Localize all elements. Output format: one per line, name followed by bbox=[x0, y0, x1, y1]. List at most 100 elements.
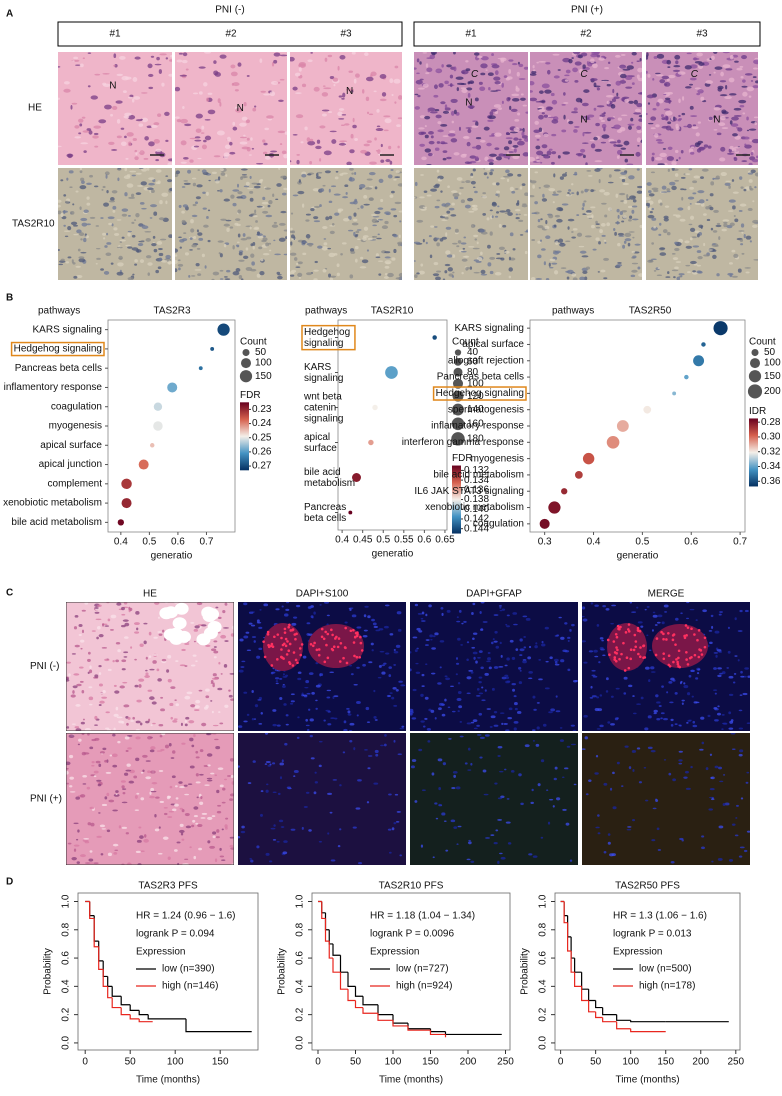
texture-dot bbox=[631, 250, 636, 254]
texture-dot bbox=[690, 146, 695, 149]
texture-dot bbox=[353, 683, 358, 686]
texture-dot bbox=[476, 695, 481, 697]
texture-dot bbox=[494, 271, 502, 276]
texture-dot bbox=[301, 826, 304, 830]
texture-dot bbox=[296, 661, 299, 665]
survival-step bbox=[616, 1014, 631, 1021]
texture-dot bbox=[744, 667, 750, 670]
texture-dot bbox=[122, 681, 128, 684]
survival-step bbox=[362, 996, 378, 1006]
texture-dot bbox=[740, 186, 744, 189]
texture-dot bbox=[441, 612, 444, 616]
texture-dot bbox=[88, 130, 93, 135]
texture-dot bbox=[559, 739, 565, 742]
texture-dot bbox=[693, 701, 698, 704]
texture-dot bbox=[543, 114, 549, 118]
texture-dot bbox=[230, 774, 234, 779]
texture-dot bbox=[196, 229, 199, 233]
texture-dot bbox=[238, 259, 245, 262]
texture-dot bbox=[81, 609, 86, 612]
texture-dot bbox=[538, 658, 542, 661]
texture-dot bbox=[749, 240, 752, 243]
texture-dot bbox=[422, 238, 425, 243]
texture-dot bbox=[461, 88, 468, 94]
texture-dot bbox=[544, 225, 550, 230]
texture-dot bbox=[250, 137, 253, 141]
texture-dot bbox=[448, 738, 452, 740]
dot bbox=[372, 404, 378, 411]
texture-dot bbox=[279, 697, 283, 701]
texture-dot bbox=[278, 237, 286, 242]
texture-dot bbox=[646, 605, 650, 608]
texture-dot bbox=[471, 204, 476, 208]
texture-dot bbox=[115, 100, 123, 104]
texture-dot bbox=[713, 129, 718, 131]
x-tick-label: 0.5 bbox=[142, 537, 156, 548]
texture-dot bbox=[509, 639, 514, 643]
texture-dot bbox=[632, 236, 635, 239]
texture-dot bbox=[574, 680, 578, 682]
texture-dot bbox=[586, 170, 592, 172]
texture-dot bbox=[620, 171, 627, 176]
texture-dot bbox=[684, 173, 691, 176]
texture-dot bbox=[666, 156, 674, 161]
texture-dot bbox=[135, 172, 142, 175]
texture-dot bbox=[592, 675, 598, 678]
chart-title: TAS2R3 PFS bbox=[138, 881, 198, 892]
texture-dot bbox=[493, 640, 498, 643]
texture-dot bbox=[349, 739, 353, 743]
texture-dot bbox=[313, 641, 316, 645]
texture-dot bbox=[718, 825, 724, 829]
category-label: coagulation bbox=[473, 518, 524, 529]
texture-dot bbox=[301, 173, 307, 178]
texture-dot bbox=[82, 718, 85, 721]
texture-dot bbox=[444, 80, 449, 85]
texture-dot bbox=[241, 174, 247, 176]
texture-dot bbox=[555, 695, 558, 698]
texture-dot bbox=[674, 247, 680, 252]
texture-dot bbox=[229, 798, 234, 802]
texture-dot bbox=[627, 666, 631, 670]
dot bbox=[368, 439, 374, 446]
texture-dot bbox=[113, 793, 120, 797]
texture-dot bbox=[229, 673, 234, 675]
texture-dot bbox=[173, 849, 178, 852]
texture-dot bbox=[352, 117, 355, 123]
nerve-label: N bbox=[713, 114, 720, 125]
texture-dot bbox=[79, 170, 83, 174]
micrograph bbox=[530, 52, 642, 165]
texture-dot bbox=[129, 94, 134, 98]
texture-dot bbox=[97, 783, 102, 787]
survival-step bbox=[93, 915, 99, 942]
texture-dot bbox=[426, 163, 432, 165]
texture-dot bbox=[174, 803, 179, 807]
texture-dot bbox=[591, 674, 596, 677]
texture-dot bbox=[672, 257, 679, 261]
texture-dot bbox=[118, 257, 123, 260]
texture-dot bbox=[460, 153, 467, 158]
texture-dot bbox=[86, 223, 91, 226]
texture-dot bbox=[509, 186, 514, 191]
texture-dot bbox=[438, 803, 442, 806]
texture-dot bbox=[95, 225, 100, 227]
survival-step bbox=[107, 986, 113, 999]
texture-dot bbox=[511, 97, 520, 102]
texture-dot bbox=[148, 141, 155, 147]
texture-dot bbox=[684, 65, 692, 70]
texture-dot bbox=[491, 202, 498, 207]
texture-dot bbox=[685, 617, 690, 620]
texture-dot bbox=[612, 806, 617, 810]
texture-dot bbox=[509, 232, 514, 237]
texture-dot bbox=[135, 119, 143, 122]
texture-dot bbox=[616, 149, 623, 155]
texture-dot bbox=[229, 836, 234, 839]
texture-dot bbox=[104, 171, 110, 176]
texture-dot bbox=[263, 603, 269, 607]
texture-dot bbox=[711, 860, 714, 863]
texture-dot bbox=[464, 204, 471, 209]
texture-dot bbox=[614, 54, 621, 58]
texture-dot bbox=[441, 713, 446, 717]
texture-dot bbox=[74, 136, 81, 139]
texture-dot bbox=[640, 625, 644, 628]
texture-dot bbox=[201, 169, 207, 174]
